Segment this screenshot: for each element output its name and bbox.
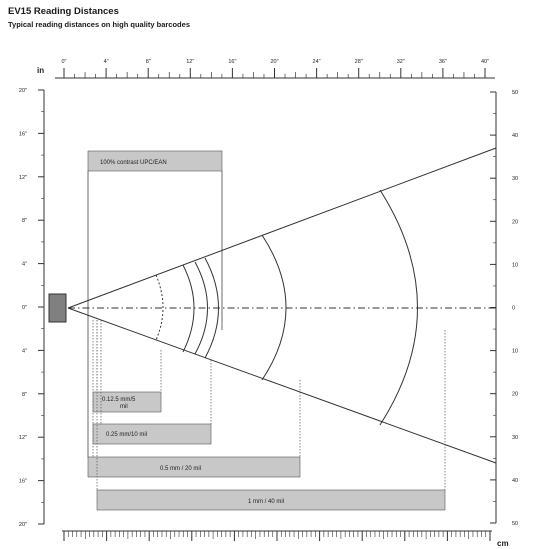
right-axis-ticks: 50 40 30 20 10 0 10 20 30 40 50 (490, 90, 518, 527)
guide-40mil (96, 320, 446, 490)
contrast-label-box (87, 150, 223, 172)
guide-20mil (92, 320, 301, 457)
arc-5mil-far (182, 264, 195, 353)
left-axis-label: 16" (19, 131, 27, 137)
left-axis-label: 4" (22, 262, 27, 268)
range-guide-lines (92, 320, 446, 490)
scanner-icon (48, 293, 67, 323)
range-arcs (155, 189, 418, 426)
bottom-cm-ruler (62, 530, 492, 541)
top-ruler-label: 8" (146, 59, 151, 65)
right-axis-label: 20 (512, 392, 518, 398)
right-axis-label: 30 (512, 176, 518, 182)
right-axis-label: 50 (512, 90, 518, 96)
top-ruler-label: 40" (481, 59, 489, 65)
right-axis-label: 50 (512, 521, 518, 527)
range-label-40mil: 1 mm / 40 mil (248, 499, 284, 505)
arc-40mil (379, 189, 418, 426)
arc-10mil-outer (204, 257, 219, 359)
top-ruler-label: 4" (104, 59, 109, 65)
left-axis-label: 8" (22, 218, 27, 224)
left-axis-label: 0" (22, 305, 27, 311)
right-axis-label: 30 (512, 435, 518, 441)
left-axis-label: 8" (22, 392, 27, 398)
left-axis-ticks: 20" 16" 12" 8" 4" 0" 4" 8" 12" 16" 20" (19, 88, 44, 528)
arc-20mil (261, 234, 287, 381)
left-axis-label: 20" (19, 88, 27, 94)
top-ruler-label: 12" (186, 59, 194, 65)
left-axis-label: 20" (19, 522, 27, 528)
right-cm-axis: 50 40 30 20 10 0 10 20 30 40 50 (490, 90, 518, 527)
guide-10mil (100, 320, 212, 424)
right-axis-label: 0 (512, 306, 515, 312)
arc-5mil-near (155, 274, 164, 341)
top-ruler-label: 0" (61, 59, 66, 65)
right-axis-label: 10 (512, 349, 518, 355)
right-axis-label: 20 (512, 219, 518, 225)
range-label-5mil-line2: mil (120, 404, 128, 410)
left-axis-label: 12" (19, 435, 27, 441)
range-label-20mil: 0.5 mm / 20 mil (160, 466, 201, 472)
left-axis-label: 16" (19, 479, 27, 485)
range-box-20mil (87, 456, 301, 478)
scan-cone-upper-edge (67, 147, 497, 309)
left-inch-axis: 20" 16" 12" 8" 4" 0" 4" 8" 12" 16" 20" (19, 88, 45, 528)
guide-5mil (96, 320, 162, 392)
top-ruler-label: 20" (270, 59, 278, 65)
top-inch-ruler: 0" 4" 8" 12" 16" 20" 24" 28" 32" 36" 40" (55, 59, 495, 79)
top-ruler-label: 36" (439, 59, 447, 65)
scan-cone-lower-edge (67, 307, 497, 464)
cm-unit-label: cm (497, 539, 509, 548)
top-ruler-minor-ticks (63, 68, 486, 78)
page-title: EV15 Reading Distances (8, 6, 119, 17)
top-ruler-labels: 0" 4" 8" 12" 16" 20" 24" 28" 32" 36" 40" (61, 59, 489, 65)
top-ruler-label: 32" (397, 59, 405, 65)
top-ruler-label: 28" (355, 59, 363, 65)
left-axis-label: 4" (22, 348, 27, 354)
contrast-label: 100% contrast UPC/EAN (100, 160, 167, 166)
range-label-5mil-line1: 0.12.5 mm/5 (102, 397, 136, 403)
left-axis-label: 12" (19, 175, 27, 181)
page-subtitle: Typical reading distances on high qualit… (8, 20, 190, 29)
range-box-40mil (96, 489, 446, 511)
arc-10mil (194, 261, 208, 355)
range-label-10mil: 0.25 mm/10 mil (106, 432, 147, 438)
right-axis-label: 40 (512, 133, 518, 139)
top-ruler-label: 16" (228, 59, 236, 65)
top-ruler-label: 24" (313, 59, 321, 65)
right-axis-label: 40 (512, 478, 518, 484)
right-axis-label: 10 (512, 262, 518, 268)
inch-unit-label: in (37, 66, 44, 75)
bottom-ruler-minor-ticks (63, 531, 491, 541)
